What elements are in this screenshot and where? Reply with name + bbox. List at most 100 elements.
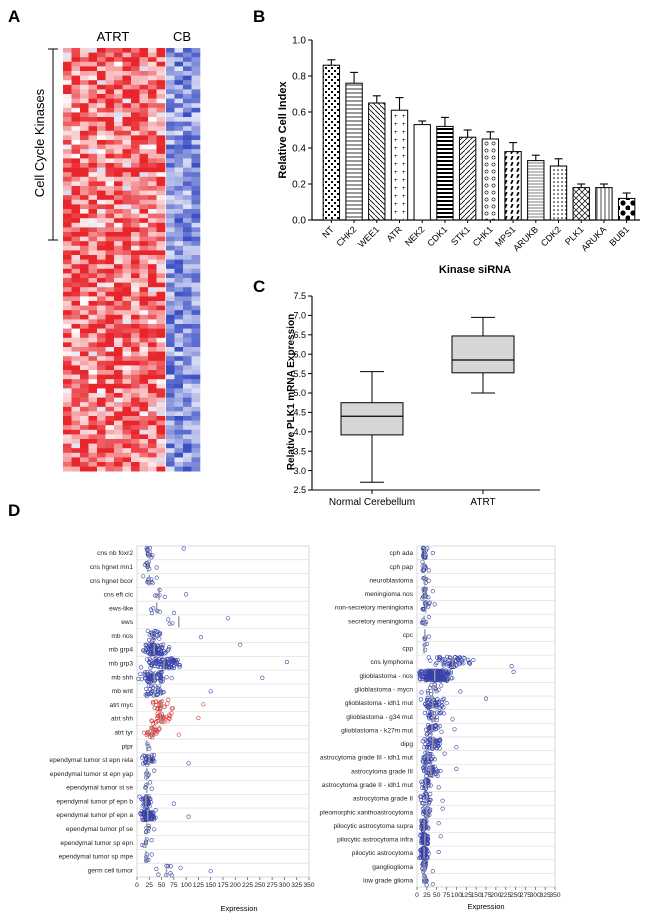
heatmap-cell (71, 144, 81, 150)
heatmap-cell (71, 181, 81, 187)
heatmap-cell (156, 268, 166, 274)
heatmap-cell (156, 144, 166, 150)
heatmap-cell (166, 301, 175, 306)
heatmap-cell (148, 365, 157, 371)
scatter-right-point (424, 697, 430, 702)
heatmap-cell (156, 259, 166, 265)
heatmap-cell (114, 140, 123, 145)
heatmap-cell (63, 383, 72, 389)
heatmap-cell (183, 149, 192, 155)
heatmap-cell (183, 112, 192, 118)
heatmap-cell (105, 434, 115, 440)
heatmap-cell (122, 232, 132, 237)
heatmap-cell (71, 149, 81, 155)
scatter-right-category-label: pilocytic astrocytoma infra (337, 837, 413, 844)
heatmap-cell (174, 204, 184, 210)
heatmap-cell (148, 61, 157, 67)
heatmap-cell (148, 135, 157, 141)
heatmap-cell (139, 181, 149, 187)
heatmap-cell (105, 411, 115, 417)
heatmap-cell (131, 94, 140, 99)
heatmap-cell (71, 158, 81, 164)
heatmap-cell (114, 149, 123, 155)
scatter-left-x-tick-label: 175 (217, 882, 228, 889)
scatter-right-category-label: neuroblastoma (369, 577, 413, 584)
heatmap-cell (80, 296, 89, 302)
heatmap-cell (71, 452, 81, 458)
heatmap-cell (114, 356, 123, 362)
scatter-left-point (146, 794, 151, 799)
heatmap-cell (148, 218, 157, 224)
heatmap-cell (71, 204, 81, 210)
heatmap-cell (174, 135, 184, 141)
scatter-left-point (145, 689, 150, 695)
scatter-right-point (425, 770, 431, 775)
heatmap-cell (105, 365, 115, 371)
heatmap-cell (174, 199, 184, 205)
heatmap-cell (156, 278, 166, 283)
scatter-left-point (146, 692, 151, 697)
heatmap-cell (71, 153, 81, 159)
heatmap-cell (183, 204, 192, 210)
heatmap-cell (71, 328, 81, 334)
heatmap-cell (174, 98, 184, 104)
heatmap-cell (80, 186, 89, 191)
heatmap-cell (148, 333, 157, 339)
heatmap-cell (63, 186, 72, 191)
scatter-right-point (439, 729, 444, 734)
scatter-left-point (165, 701, 170, 706)
heatmap-cell (80, 448, 89, 454)
heatmap-cell (183, 393, 192, 398)
scatter-right-point (418, 838, 424, 843)
heatmap-cell (183, 117, 192, 122)
heatmap-cell (114, 75, 123, 81)
scatter-left-x-label: Expression (220, 904, 257, 913)
heatmap-cell (114, 388, 123, 394)
heatmap-cell (114, 291, 123, 297)
heatmap-cell (71, 222, 81, 228)
heatmap-cell (105, 250, 115, 256)
scatter-left-point (167, 661, 172, 666)
scatter-right-point (430, 869, 435, 874)
scatter-right-point (426, 634, 431, 639)
heatmap-cell (80, 222, 89, 228)
heatmap-cell (191, 282, 201, 288)
heatmap-cell (63, 199, 72, 205)
heatmap-cell (131, 80, 140, 86)
heatmap-cell (191, 186, 201, 191)
heatmap-cell (80, 126, 89, 132)
heatmap-cell (183, 107, 192, 113)
scatter-right-category-label: cph pap (390, 564, 414, 571)
heatmap-cell (191, 319, 201, 325)
heatmap-cell (63, 273, 72, 279)
heatmap-cell (174, 462, 184, 467)
heatmap-cell (139, 347, 149, 352)
bar (413, 124, 431, 221)
heatmap-cell (88, 241, 98, 247)
heatmap-cell (97, 153, 106, 159)
heatmap-cell (139, 75, 149, 81)
heatmap-cell (114, 282, 123, 288)
heatmap-cell (131, 163, 140, 168)
heatmap-cell (97, 107, 106, 113)
heatmap-cell (183, 199, 192, 205)
heatmap-cell (148, 278, 157, 283)
heatmap-cell (139, 167, 149, 173)
heatmap-cell (183, 296, 192, 302)
heatmap-cell (80, 466, 89, 472)
heatmap-cell (166, 199, 175, 205)
heatmap-cell (71, 61, 81, 67)
heatmap-cell (148, 388, 157, 394)
heatmap-cell (183, 397, 192, 403)
heatmap-cell (105, 393, 115, 398)
scatter-left-point (152, 768, 157, 773)
heatmap-cell (71, 218, 81, 224)
heatmap-cell (183, 291, 192, 297)
heatmap-cell (166, 89, 175, 95)
scatter-right-point (418, 673, 423, 679)
heatmap-cell (88, 66, 98, 72)
heatmap-cell (80, 388, 89, 394)
heatmap-cell (156, 158, 166, 164)
scatter-left-point (146, 760, 151, 765)
heatmap-cell (174, 351, 184, 357)
